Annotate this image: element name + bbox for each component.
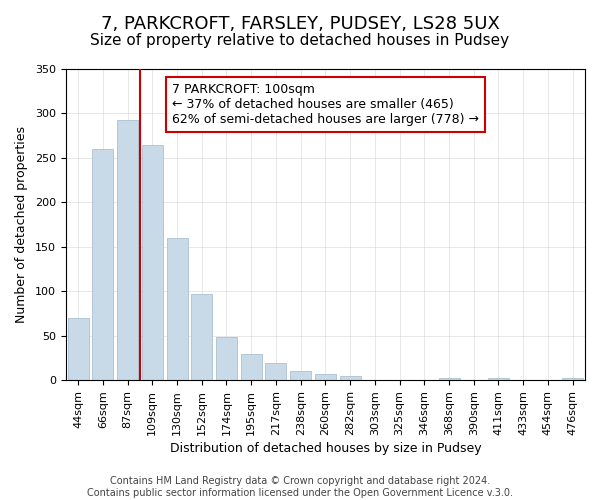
- Bar: [265, 364, 286, 380]
- Bar: [562, 378, 583, 380]
- Bar: [117, 120, 138, 380]
- Bar: [340, 376, 361, 380]
- X-axis label: Distribution of detached houses by size in Pudsey: Distribution of detached houses by size …: [170, 442, 481, 455]
- Text: Contains HM Land Registry data © Crown copyright and database right 2024.
Contai: Contains HM Land Registry data © Crown c…: [87, 476, 513, 498]
- Bar: [191, 294, 212, 380]
- Text: 7, PARKCROFT, FARSLEY, PUDSEY, LS28 5UX: 7, PARKCROFT, FARSLEY, PUDSEY, LS28 5UX: [101, 15, 499, 33]
- Bar: [315, 374, 336, 380]
- Y-axis label: Number of detached properties: Number of detached properties: [15, 126, 28, 323]
- Bar: [290, 372, 311, 380]
- Bar: [92, 149, 113, 380]
- Bar: [439, 378, 460, 380]
- Bar: [68, 318, 89, 380]
- Bar: [488, 378, 509, 380]
- Bar: [167, 238, 188, 380]
- Text: Size of property relative to detached houses in Pudsey: Size of property relative to detached ho…: [91, 32, 509, 48]
- Bar: [216, 336, 237, 380]
- Bar: [241, 354, 262, 380]
- Bar: [142, 144, 163, 380]
- Text: 7 PARKCROFT: 100sqm
← 37% of detached houses are smaller (465)
62% of semi-detac: 7 PARKCROFT: 100sqm ← 37% of detached ho…: [172, 83, 479, 126]
